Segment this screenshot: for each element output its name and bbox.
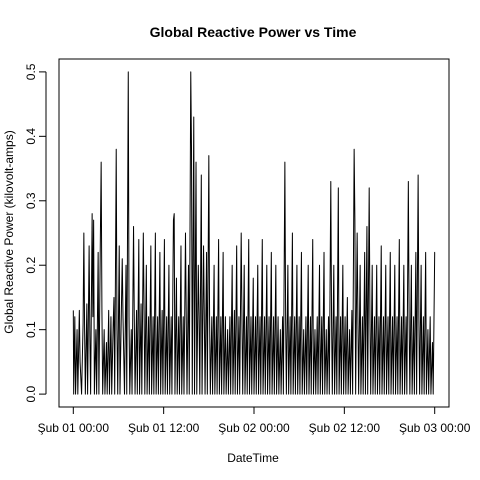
y-tick-label: 0.0 xyxy=(24,385,38,402)
x-tick-label: Şub 01 00:00 xyxy=(38,421,110,435)
y-axis: 0.0 0.1 0.2 0.3 0.4 0.5 xyxy=(24,63,47,402)
x-tick-label: Şub 03 00:00 xyxy=(399,421,471,435)
y-tick-label: 0.3 xyxy=(24,192,38,209)
x-axis-label: DateTime xyxy=(227,451,279,465)
y-axis-label: Global Reactive Power (kilovolt-amps) xyxy=(2,130,16,333)
series-layer xyxy=(72,71,436,395)
chart-title: Global Reactive Power vs Time xyxy=(150,24,357,40)
x-tick-label: Şub 02 00:00 xyxy=(218,421,290,435)
y-tick-label: 0.5 xyxy=(24,63,38,80)
y-tick-label: 0.1 xyxy=(24,321,38,338)
x-tick-label: Şub 01 12:00 xyxy=(128,421,200,435)
y-tick-label: 0.4 xyxy=(24,128,38,145)
series-line-0 xyxy=(72,71,436,395)
x-axis: Şub 01 00:00 Şub 01 12:00 Şub 02 00:00 Şub … xyxy=(38,406,471,435)
y-tick-label: 0.2 xyxy=(24,257,38,274)
x-tick-label: Şub 02 12:00 xyxy=(309,421,381,435)
